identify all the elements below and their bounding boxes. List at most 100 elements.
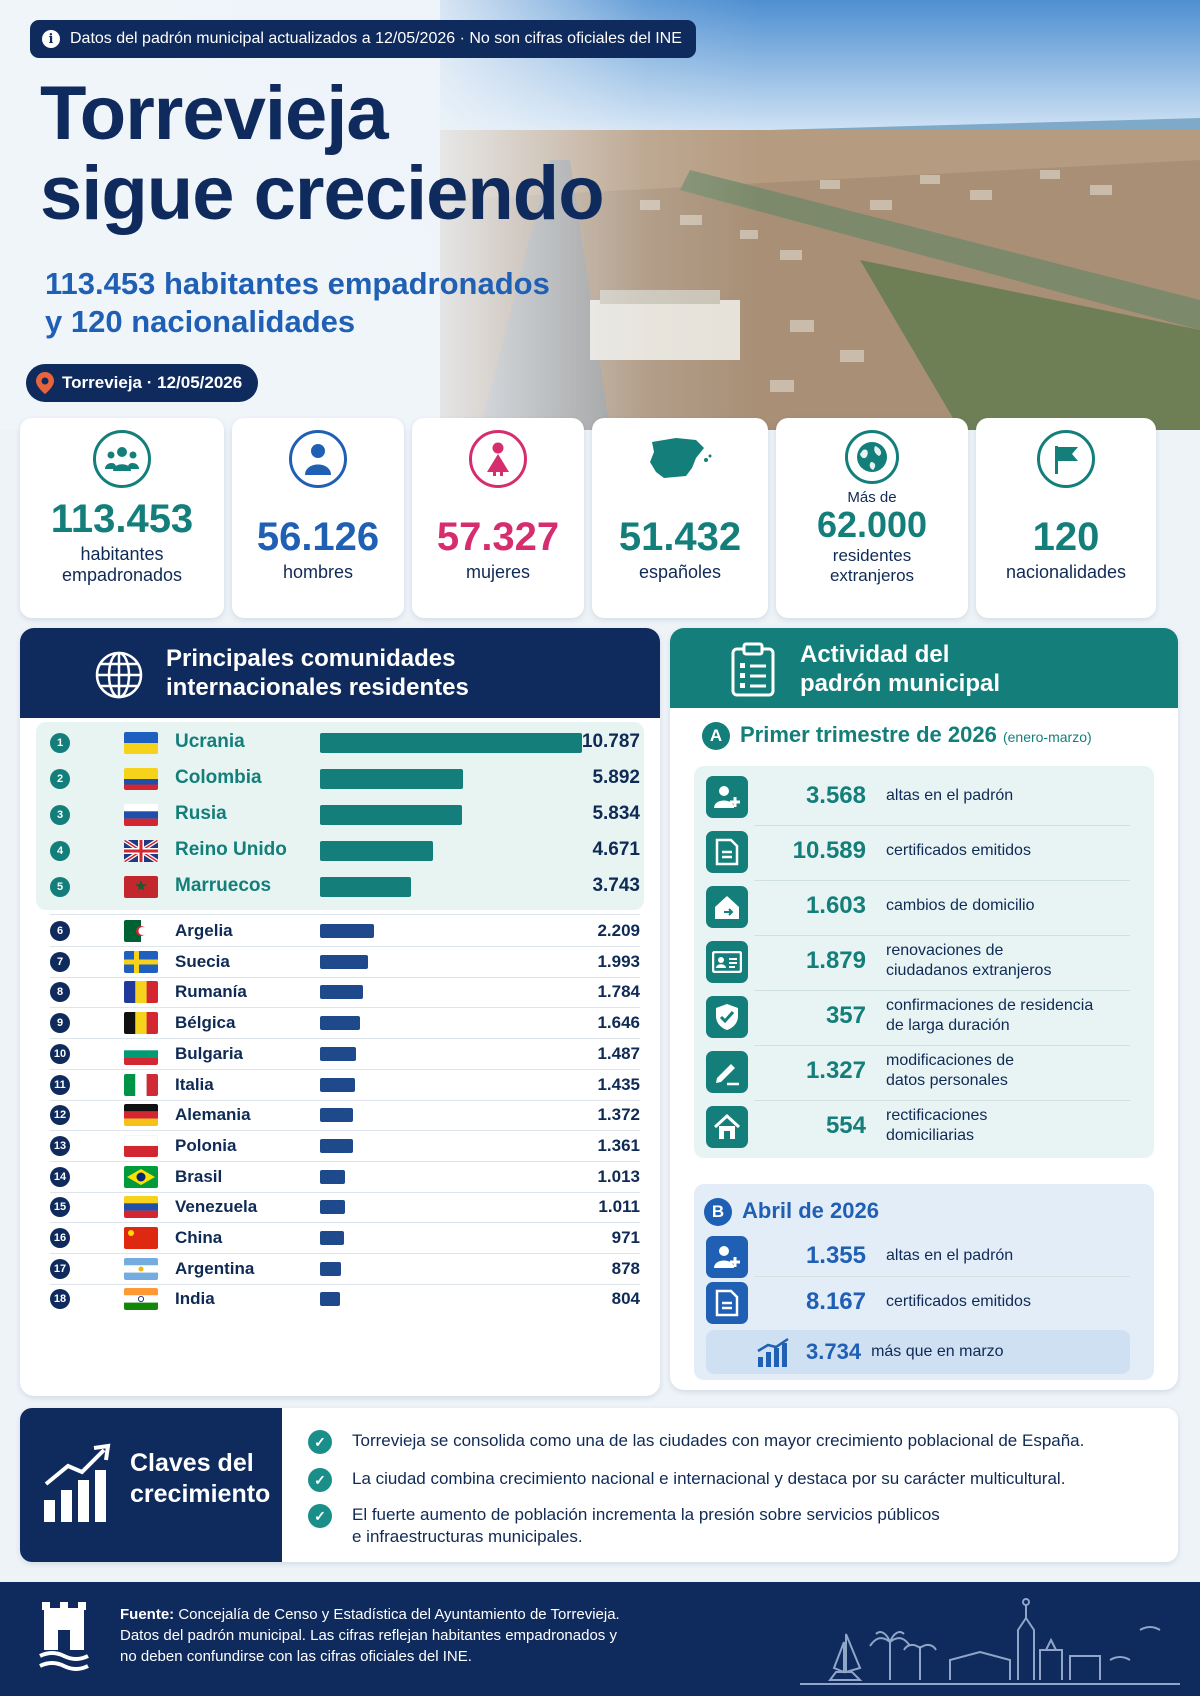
list-item: 2 Colombia 5.892 [50,764,640,794]
country-name: Venezuela [175,1197,258,1217]
growth-keys-title-1: Claves del [130,1449,254,1477]
list-item: 17 Argentina 878 [50,1256,640,1282]
list-item: 14 Brasil 1.013 [50,1164,640,1190]
flag-suecia-icon [124,950,158,973]
flag-bélgica-icon [124,1012,158,1035]
flag-india-icon [124,1288,158,1311]
activity-label: certificados emitidos [886,842,1031,859]
flag-brasil-icon [124,1165,158,1188]
stat-card-nationalities: 120 nacionalidades [976,418,1156,618]
activity-value: 1.355 [805,1242,866,1269]
country-name: Bélgica [175,1013,236,1033]
country-value: 878 [611,1258,640,1278]
row-divider [754,825,1130,826]
activity-header: Actividad del padrón municipal [670,628,1178,708]
key-item-text: La ciudad combina crecimiento nacional e… [352,1469,1066,1488]
row-divider [754,1100,1130,1101]
rank-badge: 10 [50,1043,70,1064]
spain-map-icon [645,430,715,488]
flag-venezuela-icon [124,1196,158,1219]
list-item: 13 Polonia 1.361 [50,1133,640,1159]
woman-icon [469,430,527,488]
communities-header: Principales comunidades internacionales … [20,628,660,718]
stat-card-men: 56.126 hombres [232,418,404,618]
country-value: 1.372 [597,1105,640,1125]
flag-alemania-icon [124,1104,158,1127]
section-a-note: (enero-marzo) [1002,729,1092,745]
activity-title-1: Actividad del [800,641,950,668]
activity-label: confirmaciones de residencia de larga dur… [886,997,1094,1034]
hero: i Datos del padrón municipal actualizado… [0,0,1200,430]
activity-label: renovaciones de ciudadanos extranjeros [886,942,1052,979]
list-item: 10 Bulgaria 1.487 [50,1041,640,1067]
key-item: ✓ Torrevieja se consolida como una de la… [308,1430,1084,1454]
country-value: 1.011 [598,1197,640,1217]
value-bar [320,841,433,861]
country-value: 5.892 [592,767,640,788]
list-item: 4 Reino Unido 4.671 [50,836,640,866]
activity-value: 1.327 [805,1057,866,1084]
list-item: 1 Ucrania 10.787 [50,728,640,758]
stat-value: 51.432 [618,515,742,559]
value-bar [320,1169,345,1184]
edit-icon [706,1051,748,1093]
country-name: Reino Unido [175,839,287,860]
rank-badge: 2 [50,769,70,789]
title-line-1: Torrevieja [40,71,389,156]
country-value: 1.013 [597,1166,640,1186]
key-item-text: El fuerte aumento de población increment… [352,1505,940,1524]
people-icon [93,430,151,488]
city-skyline-illustration [800,1598,1180,1685]
value-bar [320,1016,360,1031]
check-icon: ✓ [308,1430,332,1454]
activity-value: 554 [825,1112,866,1139]
list-item: 11 Italia 1.435 [50,1072,640,1098]
man-icon [289,430,347,488]
country-name: India [175,1289,215,1309]
country-value: 971 [611,1228,640,1247]
activity-row: 1.603 cambios de domicilio [706,884,1142,930]
section-b-badge: B [704,1198,732,1227]
list-item: 6 Argelia 2.209 [50,918,640,944]
list-item: 9 Bélgica 1.646 [50,1010,640,1036]
flag-rusia-icon [124,804,158,826]
row-divider [50,1160,640,1162]
value-bar [320,733,582,753]
page-title: Torrevieja sigue creciendo [40,71,605,234]
rank-badge: 11 [50,1074,70,1095]
check-icon: ✓ [308,1468,332,1492]
document-icon [706,1282,748,1324]
stat-label: habitantes empadronados [61,544,183,585]
add-user-icon [706,776,748,818]
country-value: 4.671 [592,839,640,860]
flag-colombia-icon [124,768,158,790]
growth-keys-title-2: crecimiento [130,1480,271,1508]
country-value: 1.993 [597,951,640,971]
flag-argentina-icon [124,1257,158,1280]
flag-bulgaria-icon [124,1042,158,1065]
activity-row: 8.167 certificados emitidos [706,1280,1142,1326]
activity-value: 1.879 [805,947,866,974]
rank-badge: 13 [50,1135,70,1156]
rank-badge: 5 [50,877,70,897]
country-name: Suecia [175,951,230,971]
key-item: ✓ La ciudad combina crecimiento nacional… [308,1468,1065,1492]
value-bar [320,877,411,897]
list-item: 18 India 804 [50,1286,640,1312]
growth-keys-header: Claves del crecimiento [20,1408,282,1562]
section-a-badge: A [702,722,730,751]
rank-badge: 16 [50,1228,70,1248]
stat-label: residentes extranjeros [829,546,915,585]
footer: Fuente: Concejalía de Censo y Estadístic… [0,1582,1200,1696]
stat-card-population: 113.453 habitantes empadronados [20,418,224,618]
country-name: Rumanía [175,982,247,1002]
value-bar [320,1046,356,1061]
hero-fade-overlay [0,0,760,430]
stat-value: 120 [1032,515,1100,559]
activity-value: 357 [825,1002,866,1029]
rank-badge: 9 [50,1013,70,1034]
list-item: 8 Rumanía 1.784 [50,979,640,1005]
country-name: Brasil [175,1166,223,1186]
activity-row: 357 confirmaciones de residencia de larga … [706,994,1142,1040]
activity-label: cambios de domicilio [886,897,1035,914]
